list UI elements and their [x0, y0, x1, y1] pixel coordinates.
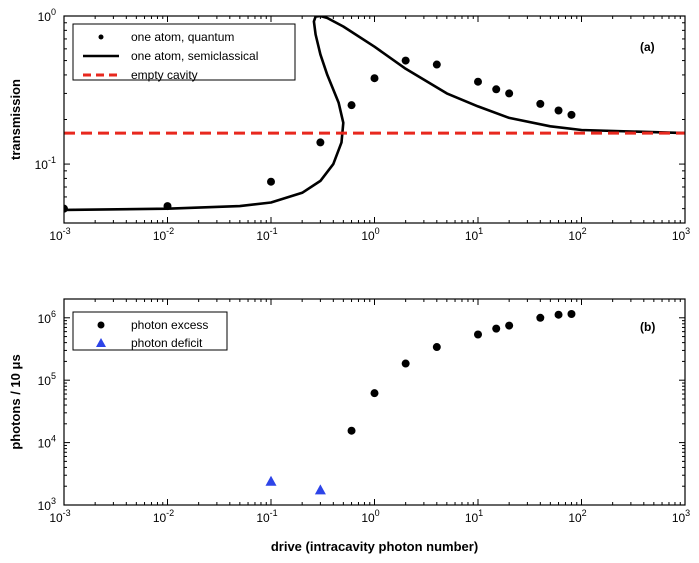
data-point: [265, 475, 277, 486]
x-tick-label: 100: [361, 226, 379, 243]
data-point: [401, 56, 410, 65]
legend: one atom, quantum one atom, semiclassical…: [72, 23, 296, 82]
x-tick-label: 101: [465, 508, 483, 525]
panel-a: 10-3 10-2 10-1 100 101 102 103 10-1 100 transmiss…: [8, 7, 690, 243]
x-tick-label: 100: [361, 508, 379, 525]
data-point: [370, 389, 379, 398]
y-axis-title: photons / 10 μs: [8, 354, 23, 449]
y-tick-label: 103: [38, 496, 56, 513]
data-point: [536, 99, 545, 108]
y-axis-title: transmission: [8, 79, 23, 160]
data-point: [492, 324, 501, 333]
plot-area: [265, 309, 576, 495]
data-point: [474, 77, 482, 86]
data-point: [505, 321, 514, 330]
legend-label: photon excess: [131, 318, 208, 332]
legend-swatch: [98, 34, 104, 40]
y-tick-label: 106: [38, 309, 56, 326]
axes-frame: [63, 298, 686, 506]
legend-swatch: [97, 321, 105, 329]
y-tick-label: 100: [38, 7, 56, 24]
data-point: [567, 309, 576, 318]
panel-label: (b): [640, 320, 655, 334]
legend-swatch: [96, 338, 106, 347]
x-tick-label: 10-1: [256, 508, 277, 525]
x-tick-label: 101: [465, 226, 483, 243]
data-point: [474, 330, 482, 339]
y-tick-label: 104: [38, 434, 56, 451]
legend-label: empty cavity: [131, 68, 198, 82]
panel-b: 10-3 10-2 10-1 100 101 102 103 103 104 105 106 phot…: [8, 298, 690, 554]
x-tick-label: 10-2: [153, 508, 174, 525]
data-point: [432, 60, 441, 69]
panel-label: (a): [640, 40, 655, 54]
plot-area: [64, 16, 685, 213]
legend-label: one atom, semiclassical: [131, 49, 258, 63]
data-point: [554, 106, 563, 115]
semiclassical-curve: [64, 16, 685, 212]
data-point: [347, 426, 356, 435]
x-tick-label: 102: [568, 226, 586, 243]
x-tick-label: 10-3: [49, 226, 70, 243]
data-point: [492, 85, 501, 94]
x-tick-label: 10-2: [153, 226, 174, 243]
x-axis-title: drive (intracavity photon number): [271, 539, 478, 554]
y-tick-label: 105: [38, 371, 56, 388]
data-point: [554, 310, 563, 319]
data-point: [267, 177, 275, 186]
legend: photon excess photon deficit: [72, 311, 228, 351]
legend-box: [72, 23, 296, 81]
data-point: [505, 89, 514, 98]
data-point: [314, 484, 326, 495]
axes-frame: [63, 15, 686, 224]
x-tick-label: 10-3: [49, 508, 70, 525]
legend-label: one atom, quantum: [131, 30, 234, 44]
data-point: [401, 359, 410, 368]
x-tick-label: 102: [568, 508, 586, 525]
data-point: [316, 138, 325, 147]
data-point: [347, 101, 356, 110]
legend-label: photon deficit: [131, 336, 203, 350]
x-tick-label: 103: [672, 508, 690, 525]
x-tick-label: 10-1: [256, 226, 277, 243]
y-tick-label: 10-1: [35, 155, 56, 172]
data-point: [370, 74, 379, 83]
data-point: [567, 110, 576, 119]
data-point: [536, 313, 545, 322]
data-point: [432, 343, 441, 352]
x-tick-label: 103: [672, 226, 690, 243]
